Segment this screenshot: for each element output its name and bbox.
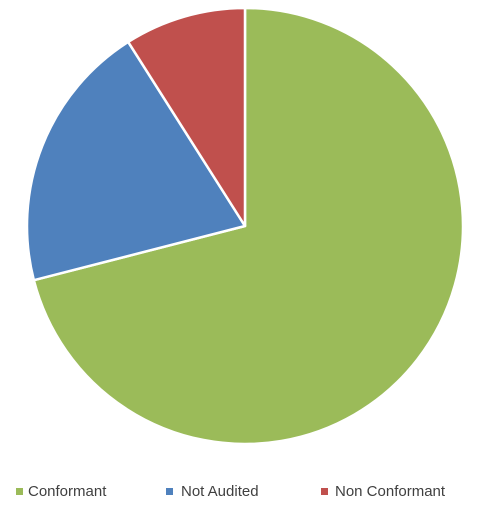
legend-label-non-conformant: Non Conformant (335, 483, 446, 500)
legend: Conformant Not Audited Non Conformant (16, 483, 446, 500)
legend-swatch-non-conformant (321, 488, 328, 495)
legend-label-conformant: Conformant (28, 483, 107, 500)
pie-slices (25, 6, 465, 446)
pie-slice-not-audited (25, 40, 247, 282)
pie-slice-non-conformant (126, 6, 247, 228)
legend-swatch-not-audited (166, 488, 173, 495)
pie-slice-conformant (32, 6, 465, 446)
legend-swatch-conformant (16, 488, 23, 495)
legend-label-not-audited: Not Audited (181, 483, 259, 500)
